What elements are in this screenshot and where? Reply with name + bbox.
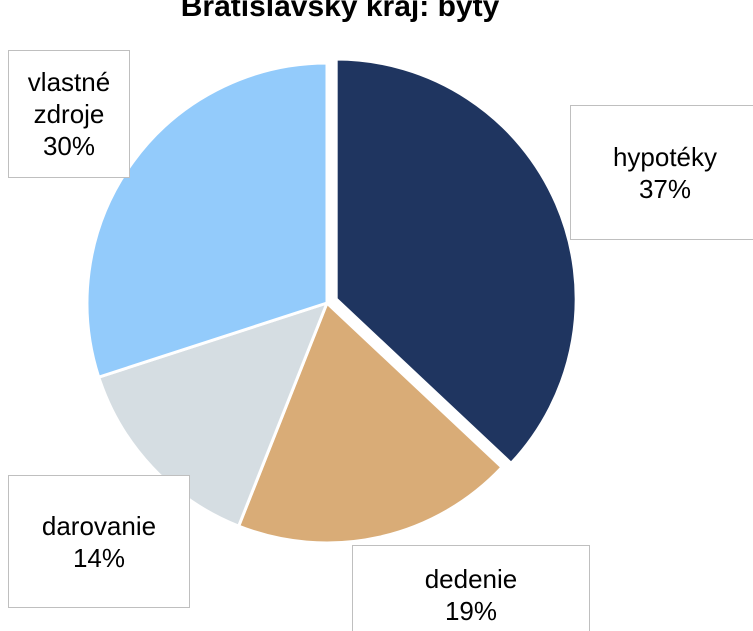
chart-title: Bratislavský kraj: byty [181,0,500,23]
data-label: hypotéky 37% [570,105,753,240]
label-category: darovanie [41,510,157,541]
label-value: 37% [638,173,692,204]
label-category: vlastné zdroje [27,67,111,129]
data-label: dedenie 19% [352,545,590,631]
label-category: hypotéky [612,141,718,172]
label-value: 30% [42,131,96,161]
pie-slice [85,61,329,380]
data-label: vlastné zdroje 30% [8,50,130,178]
label-value: 19% [444,596,498,626]
label-value: 14% [72,542,126,573]
data-label: darovanie 14% [8,475,190,608]
pie-slice [334,57,578,466]
label-category: dedenie [424,564,518,594]
